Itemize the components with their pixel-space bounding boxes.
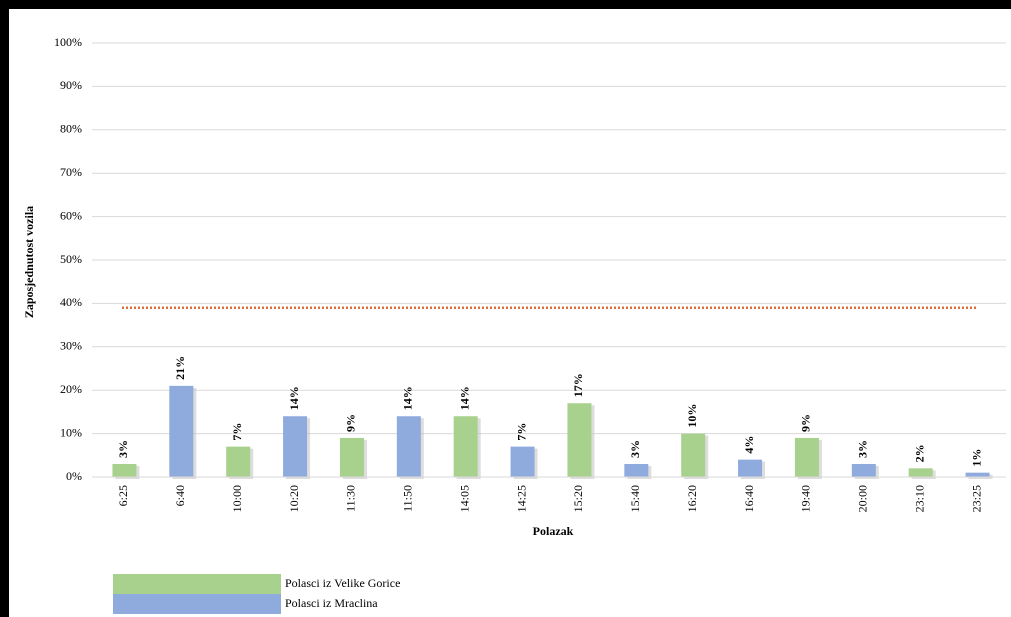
bar xyxy=(567,403,592,477)
legend-swatch xyxy=(113,574,281,594)
x-tick-label: 19:40 xyxy=(799,485,813,512)
bar xyxy=(738,459,763,477)
bar xyxy=(283,416,308,477)
y-tick-label: 30% xyxy=(60,339,82,353)
x-axis-label: Polazak xyxy=(533,524,574,538)
x-tick-label: 15:20 xyxy=(571,485,585,512)
bar xyxy=(510,446,535,477)
x-tick-label: 10:00 xyxy=(230,485,244,512)
data-label: 9% xyxy=(799,414,813,432)
bar xyxy=(453,416,478,477)
y-tick-label: 0% xyxy=(66,469,82,483)
bar xyxy=(396,416,421,477)
x-tick-label: 14:25 xyxy=(514,485,528,512)
bar xyxy=(965,472,990,477)
x-tick-label: 14:05 xyxy=(457,485,471,512)
data-label: 1% xyxy=(969,449,983,467)
frame-top xyxy=(0,0,1011,9)
bar xyxy=(681,433,706,477)
x-tick-label: 11:50 xyxy=(401,485,415,512)
data-label: 7% xyxy=(514,423,528,441)
data-label: 9% xyxy=(344,414,358,432)
data-label: 14% xyxy=(401,386,415,410)
data-label: 14% xyxy=(457,386,471,410)
x-tick-label: 20:00 xyxy=(856,485,870,512)
y-tick-label: 70% xyxy=(60,165,82,179)
bar xyxy=(339,437,364,477)
data-label: 10% xyxy=(685,404,699,428)
x-tick-label: 10:20 xyxy=(287,485,301,512)
data-label: 14% xyxy=(287,386,301,410)
legend-label: Polasci iz Velike Gorice xyxy=(285,576,400,590)
data-label: 17% xyxy=(571,373,585,397)
x-tick-label: 23:10 xyxy=(912,485,926,512)
x-tick-label: 16:40 xyxy=(742,485,756,512)
y-tick-label: 20% xyxy=(60,382,82,396)
data-label: 2% xyxy=(912,444,926,462)
y-tick-label: 50% xyxy=(60,252,82,266)
x-tick-label: 6:40 xyxy=(173,485,187,506)
x-tick-label: 11:30 xyxy=(344,485,358,512)
bar xyxy=(624,463,649,477)
frame-left xyxy=(0,0,9,617)
y-tick-label: 40% xyxy=(60,295,82,309)
bar xyxy=(851,463,876,477)
y-tick-label: 100% xyxy=(54,35,82,49)
x-tick-label: 16:20 xyxy=(685,485,699,512)
data-label: 3% xyxy=(628,440,642,458)
bar xyxy=(226,446,251,477)
y-tick-label: 10% xyxy=(60,425,82,439)
data-label: 3% xyxy=(116,440,130,458)
bar xyxy=(908,468,933,477)
data-label: 21% xyxy=(173,356,187,380)
x-tick-label: 23:25 xyxy=(969,485,983,512)
bar xyxy=(794,437,819,477)
bar xyxy=(169,385,194,477)
data-label: 4% xyxy=(742,436,756,454)
legend-swatch xyxy=(113,594,281,614)
y-tick-label: 90% xyxy=(60,78,82,92)
data-label: 7% xyxy=(230,423,244,441)
y-tick-label: 60% xyxy=(60,208,82,222)
bar xyxy=(112,463,137,477)
x-tick-label: 15:40 xyxy=(628,485,642,512)
y-axis-label: Zaposjednutost vozila xyxy=(22,206,36,318)
x-tick-label: 6:25 xyxy=(116,485,130,506)
data-label: 3% xyxy=(856,440,870,458)
legend-label: Polasci iz Mraclina xyxy=(285,596,378,610)
y-tick-label: 80% xyxy=(60,122,82,136)
